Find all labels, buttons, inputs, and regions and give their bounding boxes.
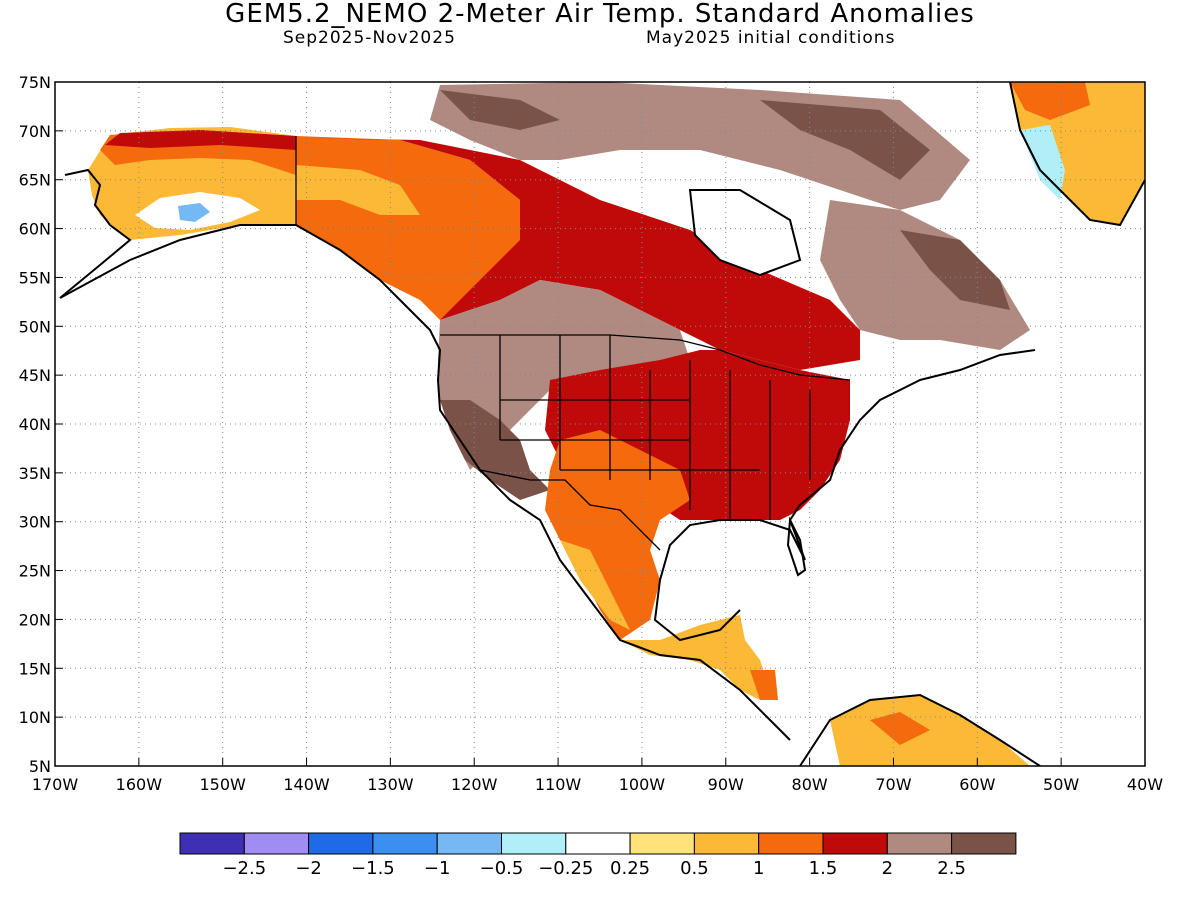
lat-tick-label: 50N — [19, 317, 51, 336]
colorbar-label: −0.5 — [480, 858, 524, 879]
lat-tick-label: 45N — [19, 366, 51, 385]
region-central-america — [620, 615, 770, 700]
lon-tick-label: 170W — [32, 775, 79, 794]
region-alaska-north-dark — [105, 130, 296, 150]
region-central-america-orange — [750, 670, 778, 700]
colorbar-label: 0.5 — [680, 858, 709, 879]
colorbar-labels: −2.5 −2 −1.5 −1 −0.5 −0.25 0.25 0.5 1 1.5 2 2.5 — [222, 858, 965, 879]
region-yukon-light — [296, 165, 420, 215]
coastline-florida — [786, 516, 807, 577]
colorbar-label: −2.5 — [222, 858, 266, 879]
region-labrador — [900, 230, 1010, 310]
region-south-america — [830, 695, 1030, 766]
region-arctic-dark-2 — [760, 100, 930, 180]
lon-tick-label: 150W — [200, 775, 247, 794]
plot-frame — [54, 81, 1146, 767]
region-greenland — [1010, 82, 1145, 225]
latitude-labels: 75N 70N 65N 60N 55N 50N 45N 40N 35N 30N 25N 20N 15N 1… — [19, 73, 51, 776]
colorbar-swatch — [372, 832, 438, 855]
lon-tick-label: 120W — [451, 775, 498, 794]
lat-tick-label: 35N — [19, 464, 51, 483]
region-south-america-orange — [870, 712, 930, 745]
anomaly-shading — [88, 82, 1145, 766]
lon-tick-label: 130W — [367, 775, 414, 794]
colorbar-swatch — [951, 832, 1017, 855]
region-texas — [545, 430, 690, 640]
lon-tick-label: 70W — [875, 775, 911, 794]
lat-tick-label: 30N — [19, 513, 51, 532]
colorbar-label: 0.25 — [610, 858, 650, 879]
lat-tick-label: 70N — [19, 122, 51, 141]
lon-tick-label: 160W — [116, 775, 163, 794]
region-mexico-light — [560, 540, 630, 630]
region-alaska-blue — [178, 203, 210, 222]
colorbar — [179, 832, 1017, 855]
colorbar-swatch — [886, 832, 953, 855]
region-arctic-dark — [440, 90, 560, 130]
colorbar-label: 1 — [753, 858, 764, 879]
forecast-period: Sep2025-Nov2025 — [283, 28, 456, 48]
coastlines — [59, 82, 1145, 766]
border-us-mexico — [479, 469, 661, 551]
coastline-north-america-west — [59, 168, 791, 741]
lat-tick-label: 25N — [19, 562, 51, 581]
lat-tick-label: 20N — [19, 610, 51, 629]
colorbar-swatch — [565, 832, 631, 855]
hudson-bay — [690, 190, 800, 275]
lat-tick-label: 40N — [19, 415, 51, 434]
colorbar-swatch — [758, 832, 824, 855]
lon-tick-label: 90W — [708, 775, 744, 794]
lon-tick-label: 40W — [1127, 775, 1163, 794]
colorbar-label: 2.5 — [937, 858, 966, 879]
lon-tick-label: 50W — [1043, 775, 1079, 794]
coastline-north-america-east — [653, 349, 1036, 642]
lat-tick-label: 55N — [19, 268, 51, 287]
lon-tick-label: 140W — [283, 775, 330, 794]
chart-title: GEM5.2_NEMO 2-Meter Air Temp. Standard A… — [225, 0, 975, 29]
longitude-labels: 170W 160W 150W 140W 130W 120W 110W 100W 90W 80W 70… — [32, 775, 1163, 794]
colorbar-swatch — [436, 832, 503, 855]
lon-tick-label: 110W — [535, 775, 582, 794]
colorbar-swatch — [179, 832, 245, 855]
region-greenland-west — [1020, 125, 1065, 200]
colorbar-swatch — [308, 832, 374, 855]
coastline-south-america — [799, 693, 1041, 766]
lon-tick-label: 80W — [792, 775, 828, 794]
coastline-greenland — [1009, 82, 1145, 227]
lat-tick-label: 65N — [19, 171, 51, 190]
initial-conditions: May2025 initial conditions — [646, 28, 896, 48]
colorbar-label: −1 — [424, 858, 451, 879]
colorbar-label: −2 — [295, 858, 322, 879]
colorbar-swatch — [822, 832, 888, 855]
political-borders — [295, 136, 851, 551]
lon-tick-label: 100W — [619, 775, 666, 794]
region-southwest-us — [440, 400, 550, 500]
coastline-hudson-bay — [688, 189, 802, 277]
lat-tick-label: 75N — [19, 73, 51, 92]
state-lines — [499, 335, 811, 520]
colorbar-swatch — [629, 832, 695, 855]
lat-tick-label: 15N — [19, 659, 51, 678]
colorbar-label: −0.25 — [538, 858, 593, 879]
colorbar-label: −1.5 — [351, 858, 395, 879]
colorbar-label: 2 — [882, 858, 893, 879]
lon-tick-label: 60W — [959, 775, 995, 794]
colorbar-swatch — [243, 832, 310, 855]
colorbar-swatch — [501, 832, 567, 855]
colorbar-label: 1.5 — [809, 858, 838, 879]
colorbar-swatch — [693, 832, 760, 855]
region-central-canada — [296, 138, 860, 370]
lat-tick-label: 60N — [19, 220, 51, 239]
lat-tick-label: 10N — [19, 708, 51, 727]
lat-tick-label: 5N — [29, 757, 51, 776]
region-greenland-orange — [1010, 82, 1090, 120]
